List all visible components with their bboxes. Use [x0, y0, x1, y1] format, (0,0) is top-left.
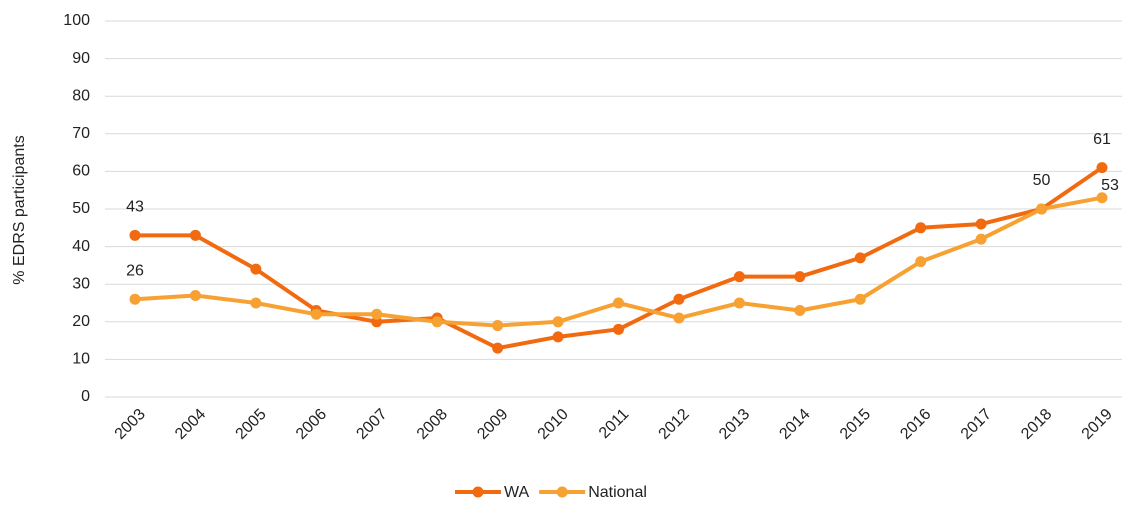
x-tick-label: 2016	[897, 406, 934, 443]
point	[975, 233, 987, 245]
point	[794, 271, 806, 283]
data-label: 50	[1033, 172, 1051, 189]
x-tick-label: 2003	[112, 406, 149, 443]
data-label: 53	[1101, 177, 1119, 194]
y-tick-label: 50	[72, 200, 90, 217]
point	[250, 263, 262, 275]
y-tick-label: 40	[72, 238, 90, 255]
x-tick-label: 2019	[1079, 406, 1116, 443]
point	[673, 312, 685, 324]
x-tick-label: 2017	[958, 406, 995, 443]
point	[431, 316, 443, 328]
x-tick-label: 2014	[776, 406, 813, 443]
point	[189, 289, 201, 301]
x-tick-label: 2009	[474, 406, 511, 443]
legend-label: WA	[504, 484, 530, 501]
point	[492, 342, 504, 354]
point	[552, 316, 564, 328]
y-tick-label: 30	[72, 275, 90, 292]
point	[1096, 192, 1108, 204]
x-tick-label: 2004	[172, 406, 209, 443]
point	[189, 229, 201, 241]
legend-marker	[472, 486, 484, 498]
point	[733, 297, 745, 309]
y-tick-label: 100	[63, 12, 90, 29]
y-tick-label: 60	[72, 163, 90, 180]
point	[371, 316, 383, 328]
data-label: 26	[126, 262, 144, 279]
x-tick-label: 2007	[353, 406, 390, 443]
point	[310, 308, 322, 320]
point	[129, 229, 141, 241]
point	[915, 256, 927, 268]
point	[371, 308, 383, 320]
y-axis-label: % EDRS participants	[11, 135, 28, 284]
point	[492, 320, 504, 332]
x-tick-label: 2018	[1018, 406, 1055, 443]
x-tick-label: 2011	[596, 406, 632, 442]
data-label: 43	[126, 199, 144, 216]
x-tick-label: 2015	[837, 406, 874, 443]
point	[613, 323, 624, 335]
point	[673, 293, 685, 305]
point	[250, 297, 262, 309]
point	[854, 252, 866, 264]
y-tick-label: 80	[72, 87, 90, 104]
point	[854, 293, 866, 305]
y-tick-label: 10	[72, 351, 90, 368]
point	[733, 271, 745, 283]
point	[552, 331, 564, 343]
legend-marker	[556, 486, 568, 498]
y-tick-label: 90	[72, 50, 90, 67]
point	[1036, 203, 1048, 215]
x-tick-label: 2008	[414, 406, 451, 443]
point	[794, 305, 806, 317]
line	[135, 165, 1104, 351]
x-tick-label: 2013	[716, 406, 753, 443]
point	[129, 293, 141, 305]
y-tick-label: 20	[72, 313, 90, 330]
legend-label: National	[588, 484, 647, 501]
point	[915, 222, 927, 234]
point	[975, 218, 987, 230]
x-tick-label: 2005	[232, 406, 269, 443]
point	[613, 297, 624, 309]
x-tick-label: 2010	[535, 406, 572, 443]
y-tick-label: 0	[81, 388, 90, 405]
point	[1096, 162, 1108, 174]
x-tick-label: 2006	[293, 406, 330, 443]
y-tick-label: 70	[72, 125, 90, 142]
x-tick-label: 2012	[656, 406, 693, 443]
data-label: 61	[1093, 131, 1111, 148]
